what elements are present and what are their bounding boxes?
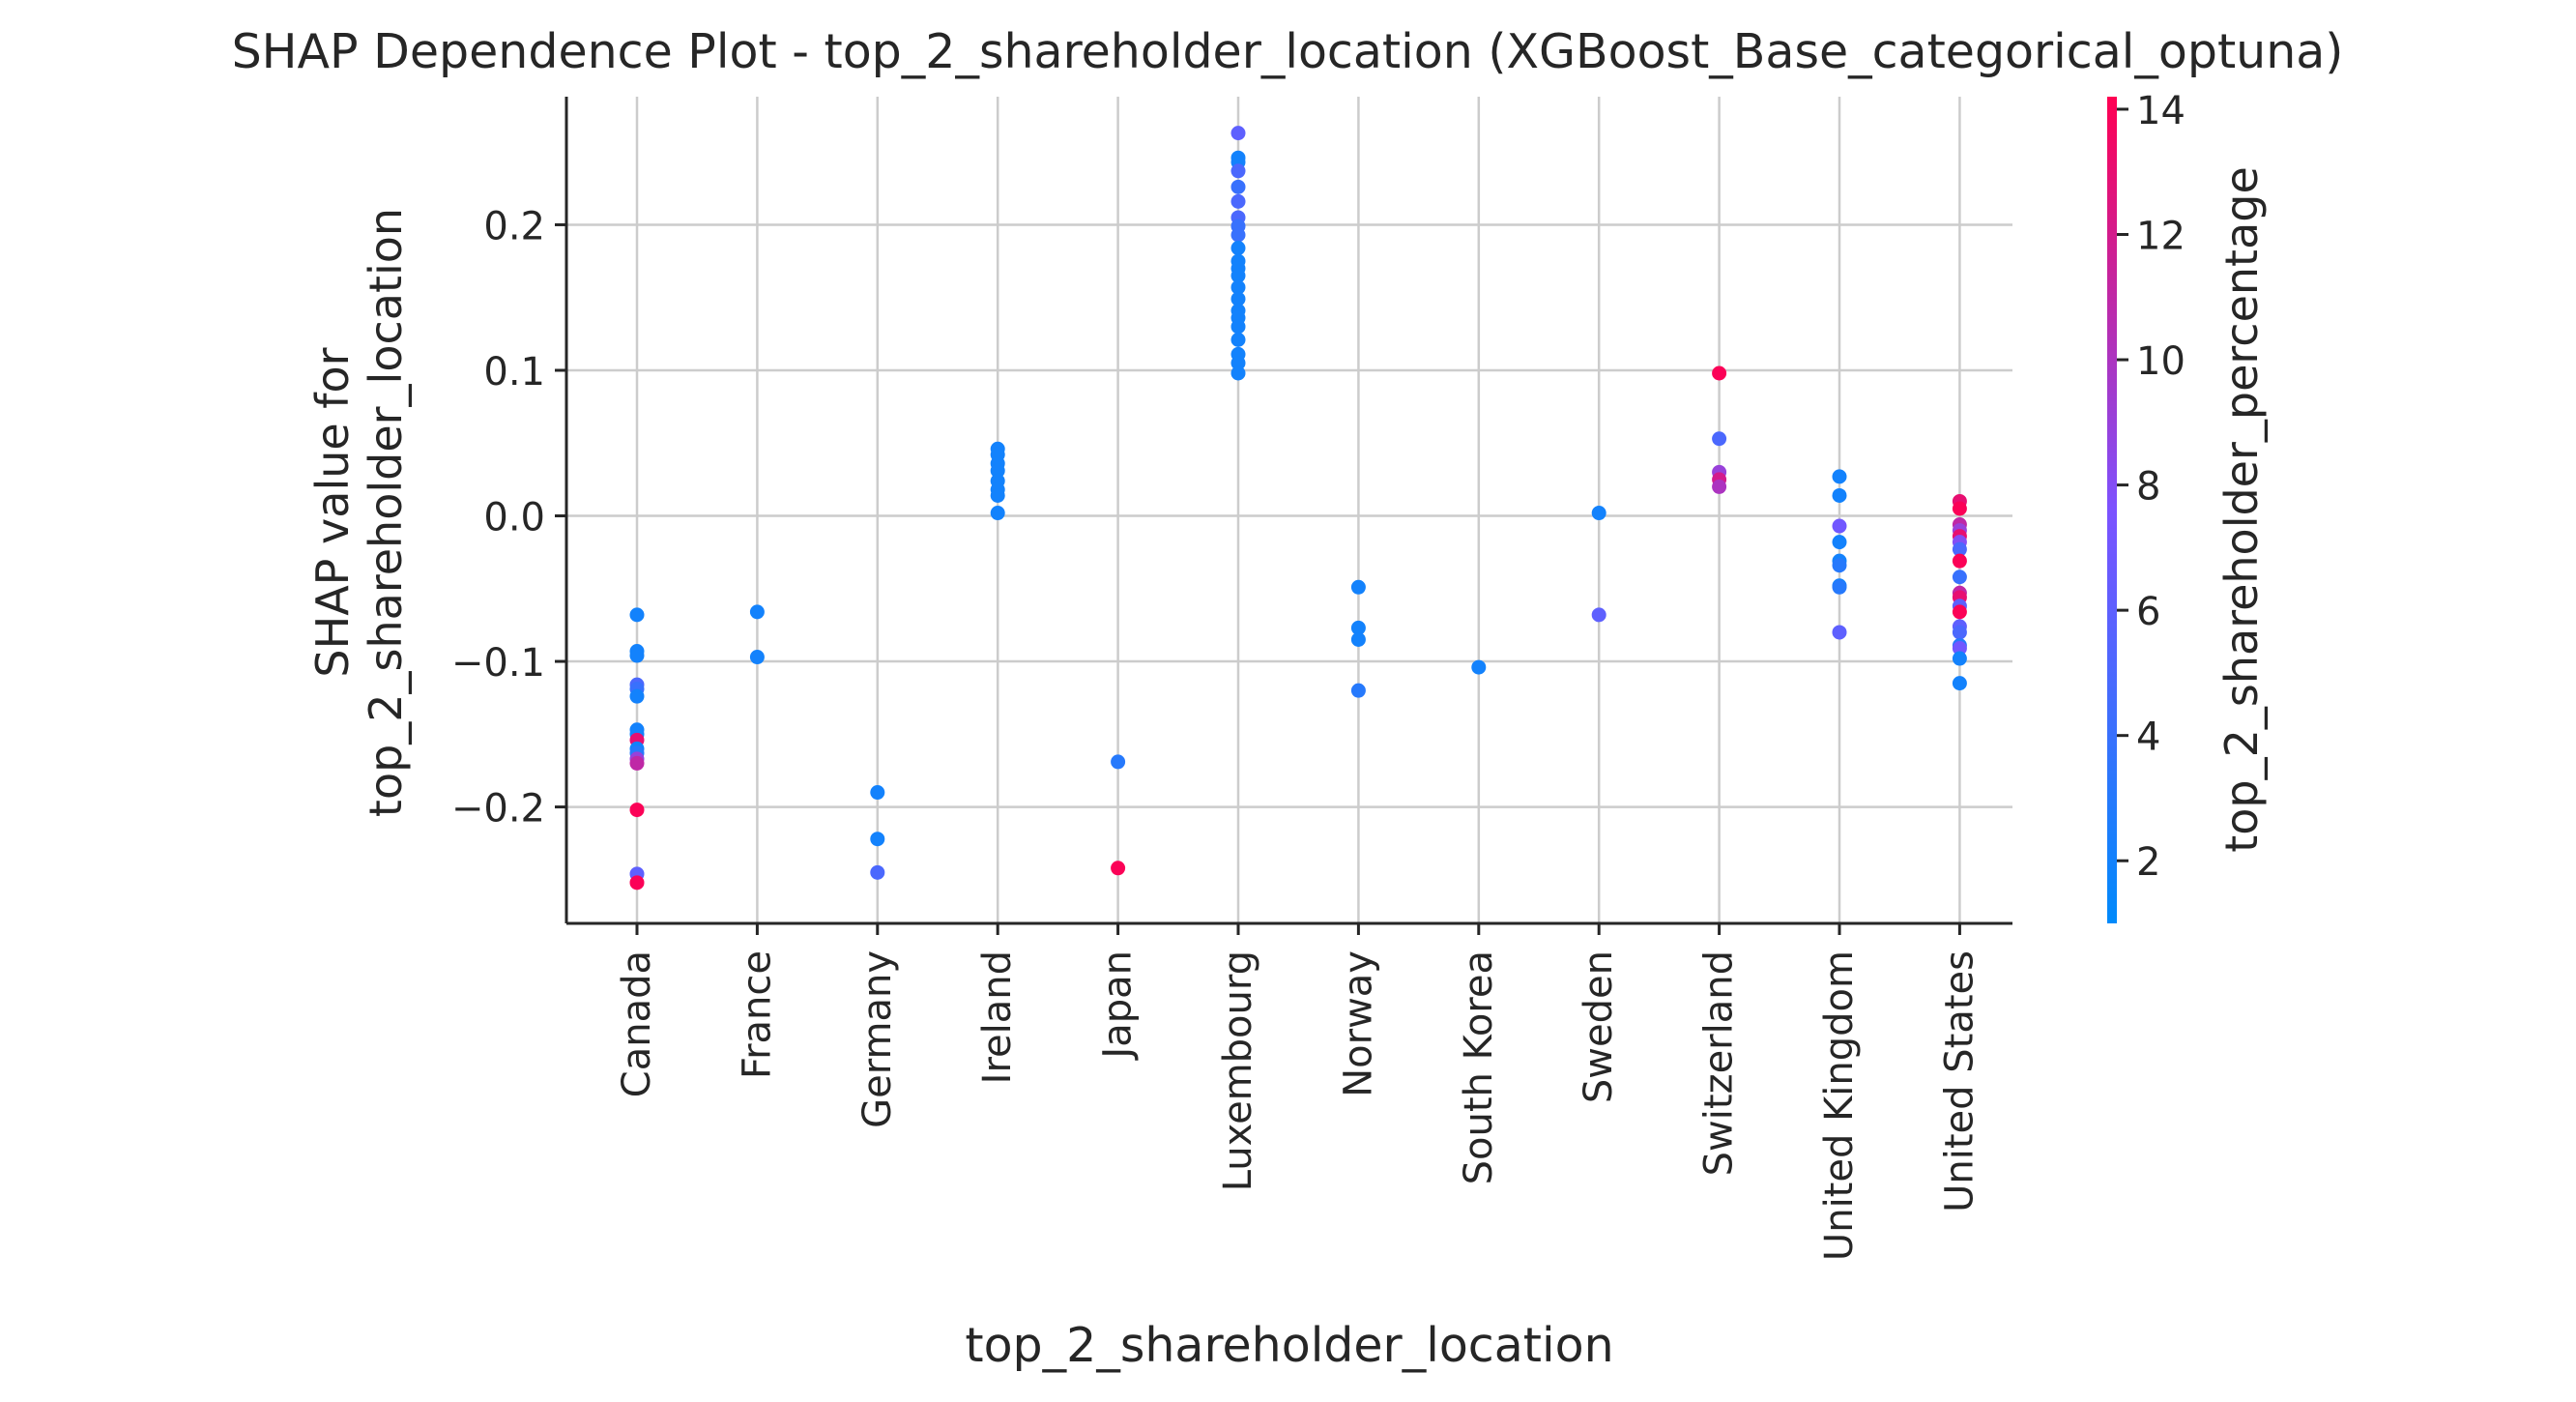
data-point (1952, 625, 1967, 640)
data-point (1230, 332, 1246, 347)
data-point (1952, 541, 1967, 557)
x-tick-label: United States (1937, 950, 1982, 1212)
x-tick-label: Sweden (1577, 950, 1621, 1103)
data-point (629, 648, 645, 663)
data-point (1591, 506, 1606, 521)
data-point (1230, 126, 1246, 141)
data-point (1230, 227, 1246, 243)
data-point (1832, 469, 1847, 484)
data-point (1111, 861, 1126, 876)
data-point (1832, 579, 1847, 595)
x-tick-label: France (735, 950, 779, 1079)
data-point (1712, 431, 1727, 447)
colorbar-tick-label: 10 (2136, 339, 2185, 384)
data-point (629, 688, 645, 704)
colorbar-label: top_2_shareholder_percentage (2215, 166, 2268, 853)
x-ticks: Canada France Germany Ireland Japan Luxembour… (615, 923, 1982, 1261)
colorbar-tick-label: 14 (2136, 89, 2185, 133)
data-point (749, 604, 765, 620)
data-point (1952, 553, 1967, 569)
data-point (1832, 487, 1847, 503)
data-point (990, 487, 1005, 503)
data-point (1952, 651, 1967, 666)
data-point (1230, 355, 1246, 370)
y-tick-label: −0.2 (451, 787, 545, 832)
colorbar-tick-label: 6 (2136, 590, 2160, 634)
data-point (1952, 641, 1967, 657)
x-tick-label: Canada (615, 950, 659, 1097)
data-point (1350, 620, 1366, 635)
data-point (629, 875, 645, 891)
data-point (1230, 268, 1246, 283)
data-point (870, 832, 885, 847)
data-point (1230, 163, 1246, 179)
data-point (870, 864, 885, 880)
colorbar-tick-label: 2 (2136, 840, 2160, 885)
colorbar-ticks: 2 4 6 8 10 12 14 (2117, 89, 2185, 885)
y-tick-label: 0.2 (483, 204, 545, 248)
axes (564, 97, 2012, 925)
y-axis-label-line-2: top_2_shareholder_location (360, 208, 412, 817)
data-point (1230, 365, 1246, 381)
x-tick-label: South Korea (1457, 950, 1501, 1184)
data-point (1952, 570, 1967, 585)
y-tick-label: −0.1 (451, 641, 545, 686)
data-point (629, 755, 645, 771)
data-point (1832, 625, 1847, 640)
grid-lines (566, 97, 2012, 923)
y-tick-label: 0.0 (483, 496, 545, 540)
data-point (1230, 179, 1246, 194)
data-point (1952, 676, 1967, 691)
data-point (1471, 659, 1487, 675)
data-point (1350, 631, 1366, 647)
data-point (1230, 241, 1246, 256)
colorbar-tick-label: 8 (2136, 465, 2160, 510)
data-point (749, 650, 765, 665)
data-point (990, 506, 1005, 521)
data-point (990, 463, 1005, 479)
data-point (629, 607, 645, 623)
data-point (629, 803, 645, 818)
data-point (1832, 558, 1847, 573)
data-point (1832, 518, 1847, 534)
data-point (1230, 279, 1246, 295)
x-axis-label: top_2_shareholder_location (965, 1318, 1613, 1373)
x-tick-label: United Kingdom (1817, 950, 1862, 1261)
data-point (1952, 604, 1967, 620)
x-tick-label: Ireland (975, 950, 1020, 1084)
data-point (1952, 501, 1967, 516)
colorbar (2107, 97, 2117, 923)
colorbar-tick-label: 12 (2136, 215, 2185, 259)
y-axis-label-line-1: SHAP value for (306, 347, 359, 677)
y-ticks: 0.2 0.1 0.0 −0.1 −0.2 (451, 204, 566, 832)
data-point (1350, 579, 1366, 595)
data-point (1832, 535, 1847, 550)
y-tick-label: 0.1 (483, 350, 545, 394)
colorbar-tick-label: 4 (2136, 716, 2160, 760)
x-tick-label: Japan (1096, 950, 1141, 1062)
data-point (1230, 291, 1246, 307)
data-point (1230, 319, 1246, 335)
data-points (629, 126, 1967, 891)
data-point (1230, 193, 1246, 209)
data-point (870, 785, 885, 801)
x-tick-label: Germany (855, 950, 900, 1128)
data-point (1712, 365, 1727, 381)
chart-title: SHAP Dependence Plot - top_2_shareholder… (232, 24, 2344, 79)
data-point (1350, 683, 1366, 698)
x-tick-label: Norway (1336, 950, 1380, 1097)
data-point (1712, 479, 1727, 494)
x-tick-label: Switzerland (1697, 950, 1742, 1176)
data-point (1111, 754, 1126, 770)
x-tick-label: Luxembourg (1216, 950, 1260, 1191)
data-point (1591, 607, 1606, 623)
